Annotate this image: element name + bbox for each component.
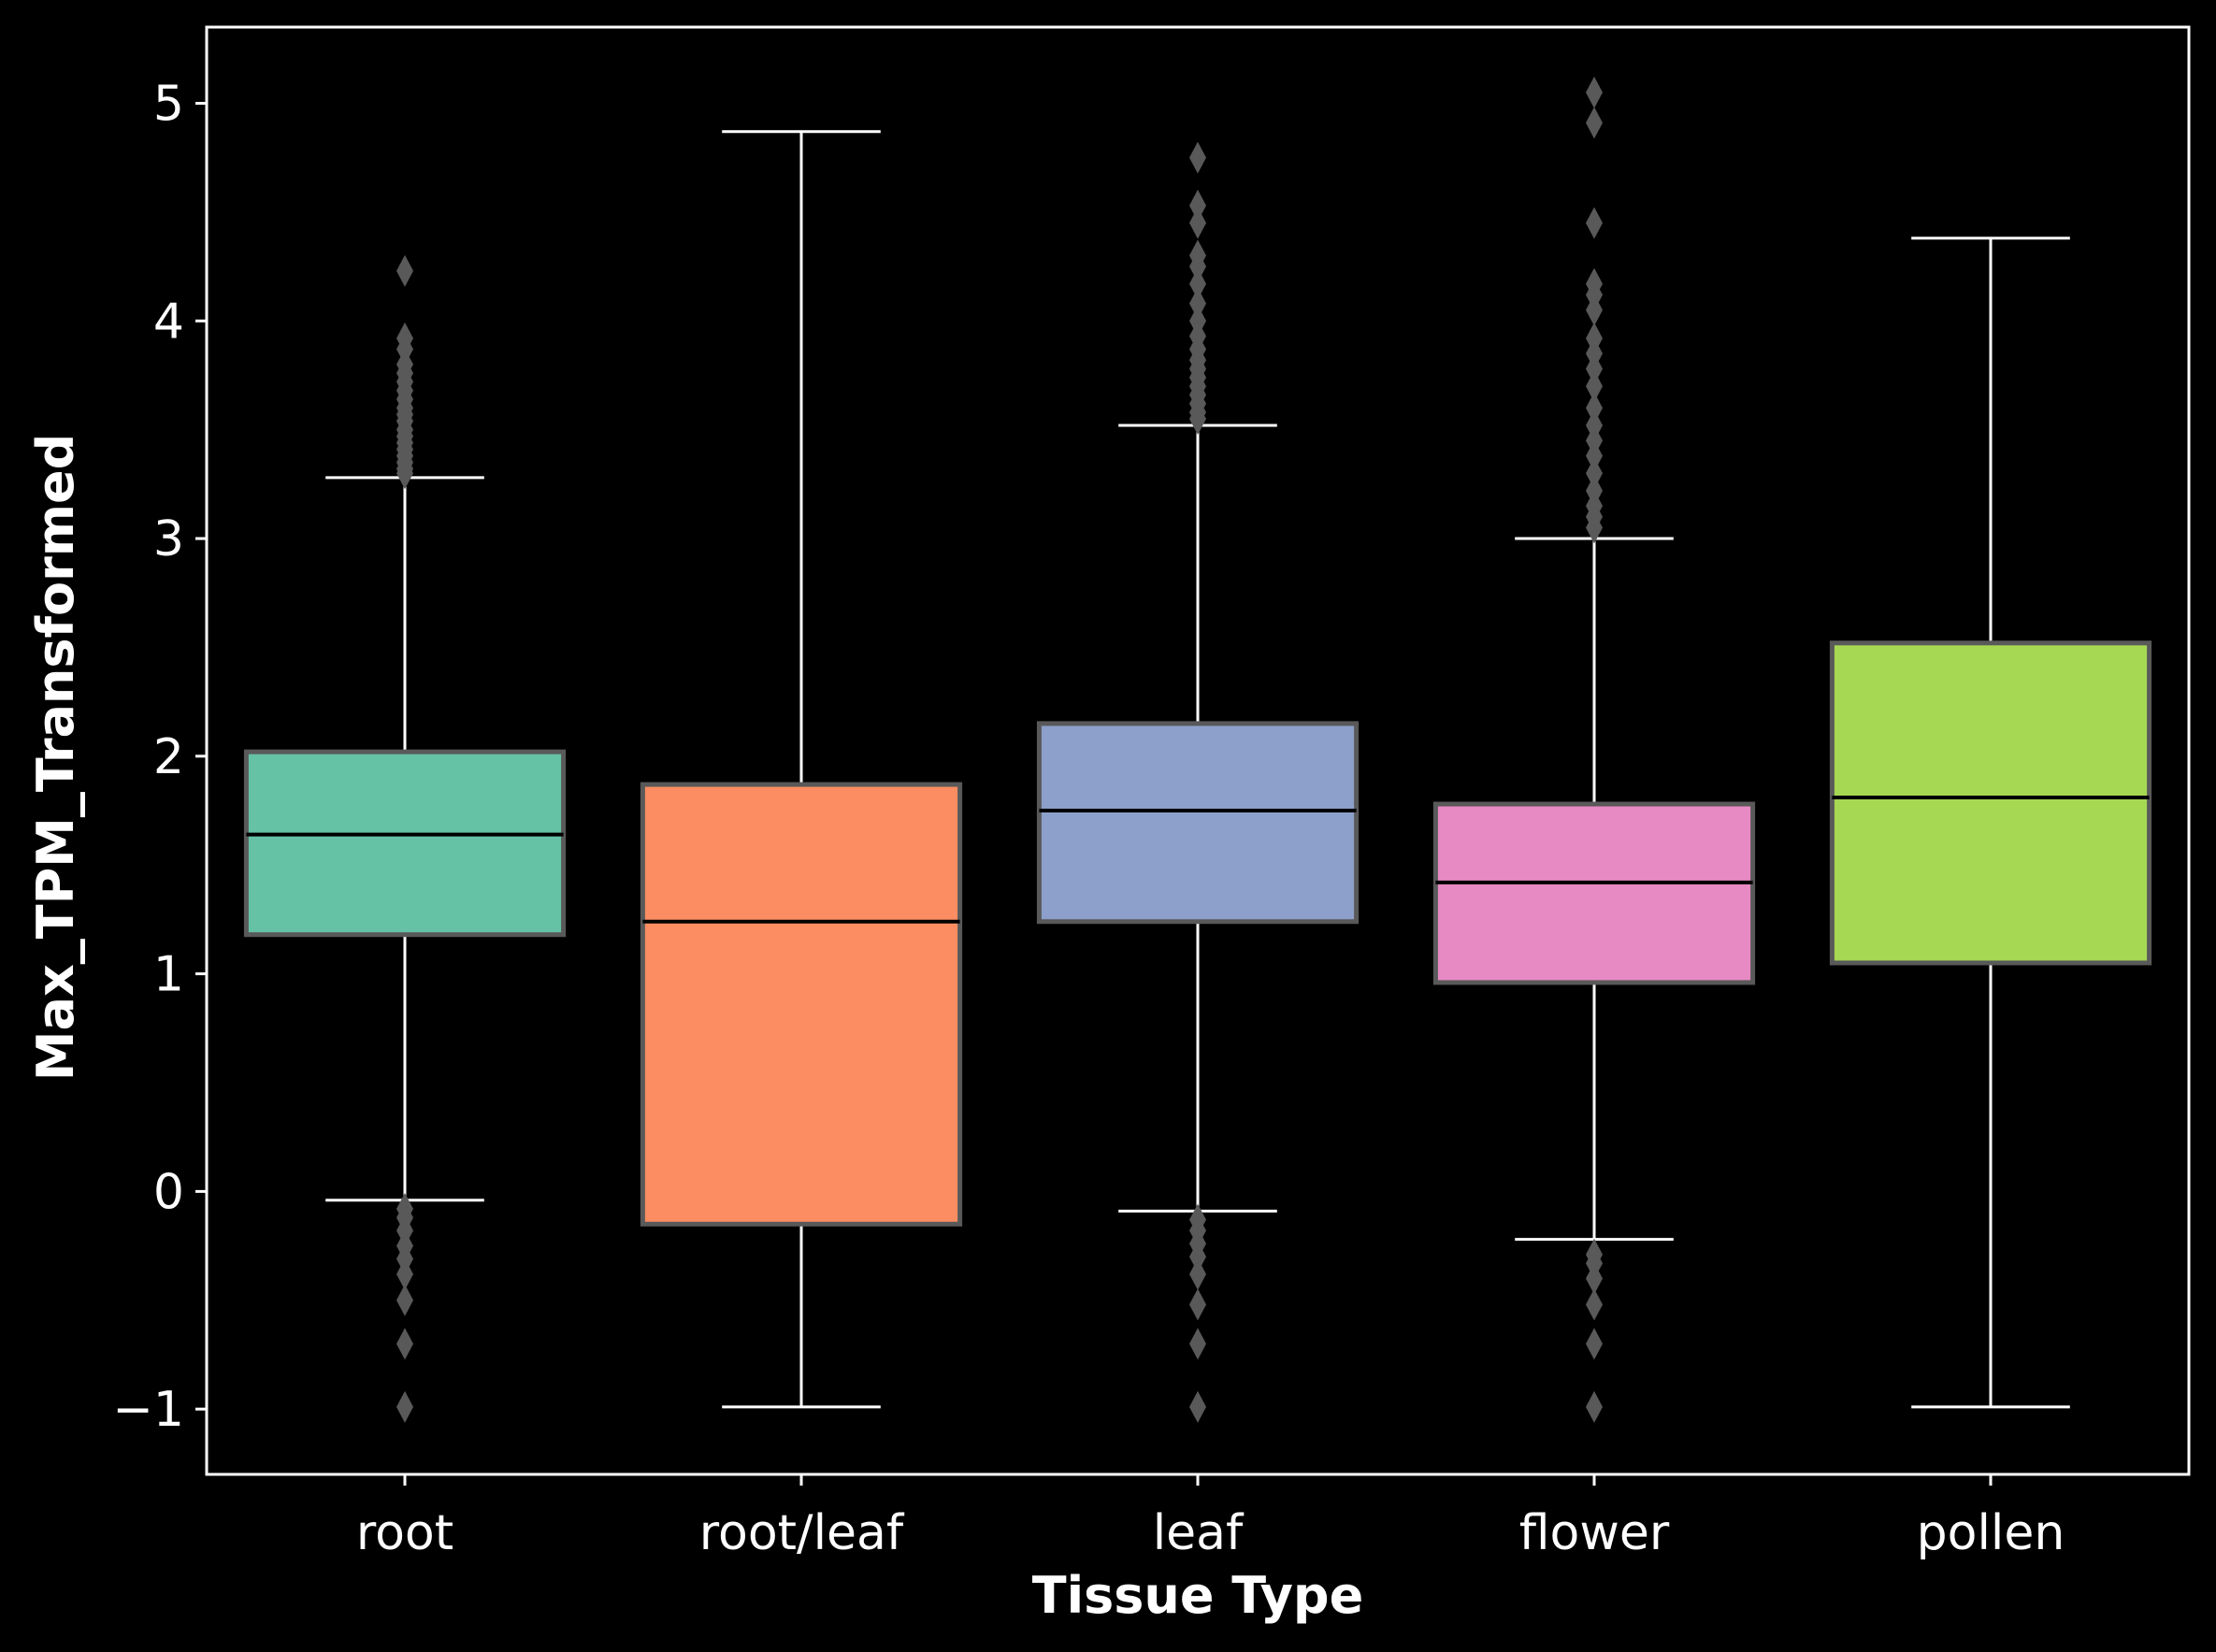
box-group-root-leaf (640, 130, 963, 1409)
outlier-point (1586, 439, 1603, 472)
outlier-point (1586, 457, 1603, 490)
y-tick-label: 5 (153, 76, 184, 132)
x-tick-label: pollen (1917, 1505, 2065, 1561)
outlier-point (1586, 294, 1603, 326)
box-group-flower (1432, 76, 1756, 1423)
outlier-point (1586, 370, 1603, 403)
box-iqr (640, 782, 963, 1227)
x-axis-label: Tissue Type (1032, 1566, 1363, 1625)
outlier-point (1586, 207, 1603, 239)
box-group-root (243, 254, 567, 1423)
outlier-point (1189, 1257, 1206, 1290)
y-tick-label: −1 (112, 1382, 184, 1438)
x-tick-label: root (356, 1505, 453, 1561)
outlier-point (396, 457, 413, 490)
outlier-point (1189, 1328, 1206, 1360)
outlier-point (1586, 1262, 1603, 1295)
box-iqr (1036, 721, 1360, 925)
y-tick-label: 1 (153, 947, 184, 1003)
outlier-point (1189, 287, 1206, 320)
outlier-point (1189, 267, 1206, 300)
y-tick-label: 4 (153, 294, 184, 350)
outlier-point (1189, 251, 1206, 283)
outlier-point (1189, 1241, 1206, 1273)
x-tick-label: leaf (1153, 1505, 1245, 1561)
axis-layer: −1 0 1 2 3 4 5 root root/leaf leaf flower pollen (112, 76, 2065, 1561)
outlier-point (1586, 1390, 1603, 1423)
box-iqr (1829, 640, 2152, 966)
plot-layer (243, 76, 2152, 1423)
outlier-point (1586, 392, 1603, 424)
box-group-leaf (1036, 141, 1360, 1423)
x-tick-label: root/leaf (699, 1505, 905, 1561)
box-group-pollen (1829, 237, 2152, 1409)
outlier-point (1189, 207, 1206, 239)
outlier-point (1586, 352, 1603, 385)
outlier-point (1586, 107, 1603, 139)
outlier-point (396, 1390, 413, 1423)
x-tick-label: flower (1519, 1505, 1670, 1561)
outlier-point (396, 1328, 413, 1360)
outlier-point (1586, 1288, 1603, 1321)
outlier-point (1189, 141, 1206, 174)
outlier-point (1189, 189, 1206, 222)
y-axis-label: Max_TPM_Transformed (26, 434, 85, 1081)
outlier-point (396, 254, 413, 287)
box-iqr (243, 749, 567, 938)
y-tick-label: 0 (153, 1164, 184, 1220)
outlier-point (1189, 403, 1206, 436)
y-tick-label: 2 (153, 729, 184, 785)
outlier-point (1189, 1390, 1206, 1423)
outlier-point (1586, 76, 1603, 108)
outlier-point (396, 1284, 413, 1316)
outlier-point (396, 1257, 413, 1290)
box-iqr (1432, 801, 1756, 985)
outlier-point (1586, 1328, 1603, 1360)
outlier-point (1586, 511, 1603, 544)
y-tick-label: 3 (153, 511, 184, 567)
outlier-point (1189, 1288, 1206, 1321)
